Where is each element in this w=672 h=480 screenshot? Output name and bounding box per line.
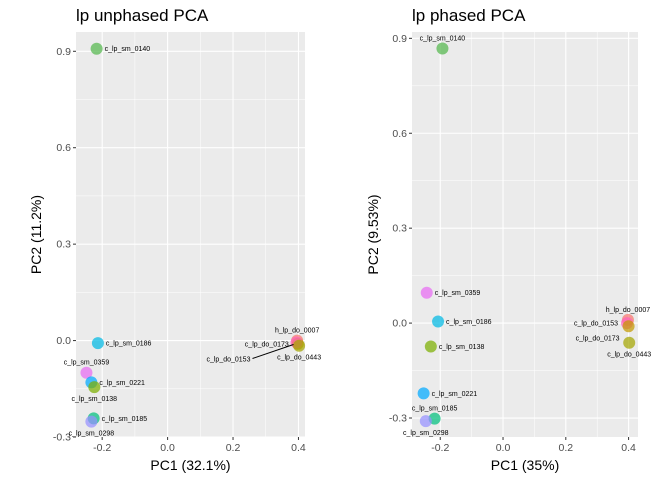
x-tick-label: 0.4 bbox=[621, 442, 636, 454]
point-label: c_lp_sm_0298 bbox=[403, 430, 449, 437]
x-tick-label: 0.0 bbox=[496, 442, 511, 454]
point-label: c_lp_sm_0186 bbox=[446, 319, 492, 326]
point-label: c_lp_do_0153 bbox=[206, 357, 250, 364]
x-tick-label: 0.0 bbox=[160, 442, 175, 454]
label-leader-line bbox=[252, 344, 294, 359]
point-label: c_lp_do_0443 bbox=[607, 352, 651, 359]
point-label: c_lp_sm_0221 bbox=[99, 380, 145, 387]
data-point bbox=[432, 315, 445, 328]
data-point bbox=[80, 366, 93, 379]
point-label: c_lp_sm_0140 bbox=[420, 35, 466, 42]
point-label: c_lp_sm_0221 bbox=[432, 391, 478, 398]
data-point bbox=[424, 340, 437, 353]
y-tick-label: 0.0 bbox=[56, 335, 71, 347]
data-point bbox=[436, 42, 449, 55]
data-point bbox=[419, 415, 432, 428]
point-label: c_lp_sm_0298 bbox=[69, 431, 115, 438]
y-tick-label: 0.6 bbox=[392, 128, 407, 140]
x-axis-title: PC1 (32.1%) bbox=[150, 457, 230, 473]
point-label: c_lp_do_0173 bbox=[576, 335, 620, 342]
x-tick-label: 0.4 bbox=[291, 442, 306, 454]
data-point bbox=[88, 381, 101, 394]
point-label: h_lp_do_0007 bbox=[275, 328, 319, 335]
point-label: c_lp_sm_0185 bbox=[412, 406, 458, 413]
y-tick-label: 0.0 bbox=[392, 318, 407, 330]
point-label: c_lp_do_0153 bbox=[574, 321, 618, 328]
point-label: c_lp_sm_0138 bbox=[72, 396, 118, 403]
point-label: h_lp_do_0007 bbox=[606, 307, 650, 314]
y-tick-label: 0.6 bbox=[56, 142, 71, 154]
point-label: c_lp_sm_0138 bbox=[439, 344, 485, 351]
y-tick-label: 0.9 bbox=[56, 46, 71, 58]
data-point bbox=[417, 387, 430, 400]
unphased-pca-chart: -0.2 0.0 0.2 0.4 -0.3 0.0 0.3 0.6 0.9 lp unphased… bbox=[28, 6, 321, 473]
data-point bbox=[85, 415, 98, 428]
plot-panel bbox=[76, 32, 305, 437]
point-label: c_lp_sm_0185 bbox=[102, 416, 148, 423]
y-tick-label: 0.3 bbox=[392, 223, 407, 235]
point-label: c_lp_sm_0186 bbox=[106, 341, 152, 348]
data-point bbox=[420, 286, 433, 299]
point-label: c_lp_do_0443 bbox=[277, 355, 321, 362]
y-axis-title: PC2 (9.53%) bbox=[365, 194, 381, 274]
y-tick-label: 0.3 bbox=[56, 239, 71, 251]
point-label: c_lp_do_0173 bbox=[245, 341, 289, 348]
plot-panel bbox=[412, 32, 638, 437]
x-tick-label: -0.2 bbox=[431, 442, 449, 454]
y-tick-label: -0.3 bbox=[53, 432, 71, 444]
y-axis-title: PC2 (11.2%) bbox=[28, 195, 44, 274]
data-point bbox=[622, 320, 635, 333]
point-label: c_lp_sm_0359 bbox=[64, 360, 110, 367]
data-point bbox=[90, 42, 103, 55]
x-axis-title: PC1 (35%) bbox=[491, 457, 559, 473]
chart-title: lp phased PCA bbox=[412, 6, 526, 25]
data-point bbox=[293, 339, 306, 352]
x-tick-label: 0.2 bbox=[226, 442, 241, 454]
x-tick-label: -0.2 bbox=[93, 442, 111, 454]
data-point bbox=[623, 336, 636, 349]
phased-pca-chart: -0.2 0.0 0.2 0.4 -0.3 0.0 0.3 0.6 0.9 lp phased P… bbox=[365, 6, 651, 473]
data-point bbox=[91, 337, 104, 350]
y-tick-label: 0.9 bbox=[392, 33, 407, 45]
point-label: c_lp_sm_0359 bbox=[435, 290, 481, 297]
chart-title: lp unphased PCA bbox=[76, 6, 209, 25]
y-tick-label: -0.3 bbox=[389, 413, 407, 425]
point-label: c_lp_sm_0140 bbox=[105, 46, 151, 53]
x-tick-label: 0.2 bbox=[559, 442, 574, 454]
